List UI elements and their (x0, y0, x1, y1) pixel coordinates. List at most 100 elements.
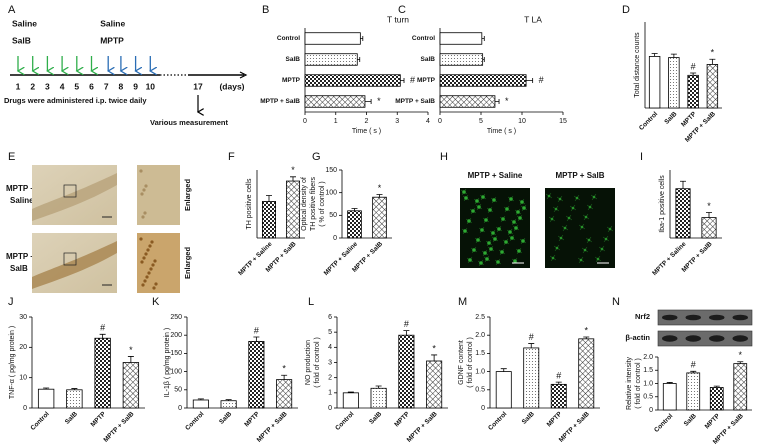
cell (139, 237, 143, 241)
panel-letter: C (398, 4, 406, 16)
significance-mark: * (291, 165, 295, 175)
x-tick-label: SalB (683, 412, 698, 427)
cell (145, 275, 149, 279)
cell (146, 248, 150, 252)
x-tick-label: Control (638, 111, 659, 132)
x-tick-label: Control (184, 411, 205, 432)
y-tick-label: Control (412, 35, 435, 42)
y-tick-label: 0 (481, 405, 485, 412)
enlarged-image (137, 165, 180, 225)
panel-letter: M (458, 296, 467, 308)
image-label: MPTP + SalB (556, 171, 605, 180)
panel-letter: G (312, 151, 321, 163)
process (490, 196, 498, 204)
error-bar (713, 385, 720, 388)
bar (523, 347, 540, 409)
bar (439, 53, 484, 66)
bar (304, 53, 358, 66)
error-bar (281, 374, 288, 380)
error-bar (357, 57, 361, 62)
x-axis-label: Time ( s ) (352, 128, 381, 135)
process (598, 245, 606, 253)
timeline-arrowhead (239, 71, 248, 79)
zoom-box (63, 184, 77, 198)
panel-letter: B (262, 4, 269, 16)
process (556, 195, 564, 203)
chart-title: T LA (524, 14, 542, 24)
x-tick-label: SalB (663, 110, 678, 125)
bar (304, 95, 366, 108)
significance-mark: * (432, 343, 436, 353)
y-tick-label: 0 (328, 405, 332, 412)
process (515, 247, 523, 255)
process (518, 198, 526, 206)
process (494, 258, 502, 266)
y-tick-label: 150 (325, 167, 337, 174)
panel-letter: L (308, 296, 314, 308)
error-bar (500, 368, 507, 372)
y-axis-label: TH positive fibers (310, 176, 317, 231)
process (606, 225, 614, 233)
error-bar (376, 194, 383, 198)
bar (347, 210, 362, 239)
x-tick-label: 4 (426, 118, 430, 125)
unit-label: (days) (219, 81, 244, 91)
process (510, 218, 518, 226)
error-bar (266, 195, 272, 202)
error-bar (253, 336, 260, 342)
cell (144, 184, 148, 188)
x-tick-label: MPTP + SalB (102, 410, 135, 443)
cell (154, 282, 158, 286)
process (495, 225, 503, 233)
error-bar (360, 36, 364, 41)
day-label: 7 (104, 81, 109, 91)
inset-label: Enlarged (183, 247, 192, 280)
process (475, 203, 483, 211)
bar (439, 95, 496, 108)
error-bar (706, 212, 712, 218)
error-bar (290, 176, 296, 182)
bar (285, 180, 300, 239)
blot-band (661, 314, 678, 321)
process (545, 192, 553, 200)
process (486, 206, 494, 214)
chart-title: T turn (387, 14, 409, 24)
significance-mark: # (254, 325, 259, 335)
error-bar (431, 354, 438, 361)
significance-mark: # (100, 323, 105, 333)
group-label: SalB (12, 35, 31, 45)
y-tick-label: 100 (170, 368, 182, 375)
process (557, 234, 565, 242)
bar (426, 360, 443, 409)
row-label-line: MPTP + (6, 184, 35, 193)
cell (142, 256, 146, 260)
y-tick-label: 5 (328, 329, 332, 336)
process (573, 194, 581, 202)
y-axis-label: Total distance counts (634, 32, 641, 98)
process (470, 246, 478, 254)
cell (149, 267, 153, 271)
panel-letter: D (622, 4, 630, 16)
significance-mark: # (691, 360, 696, 370)
y-axis-label: Relative intensity (626, 357, 633, 410)
process (569, 204, 577, 212)
y-tick-label: 10 (19, 375, 27, 382)
bar (261, 201, 276, 239)
panel-letter: J (8, 296, 14, 308)
x-tick-label: Control (487, 411, 508, 432)
y-tick-label: SalB (286, 56, 301, 63)
y-tick-label: MPTP (417, 77, 436, 84)
y-tick-label: 0 (333, 235, 337, 242)
cell (143, 279, 147, 283)
panel-letter: F (228, 151, 235, 163)
significance-mark: # (529, 332, 534, 342)
cell (141, 283, 145, 287)
day-label: 9 (133, 81, 138, 91)
bar (304, 32, 361, 45)
cell (143, 211, 147, 215)
error-bar (555, 381, 562, 385)
process (477, 259, 485, 267)
significance-mark: # (556, 371, 561, 381)
blot-band (708, 314, 725, 321)
